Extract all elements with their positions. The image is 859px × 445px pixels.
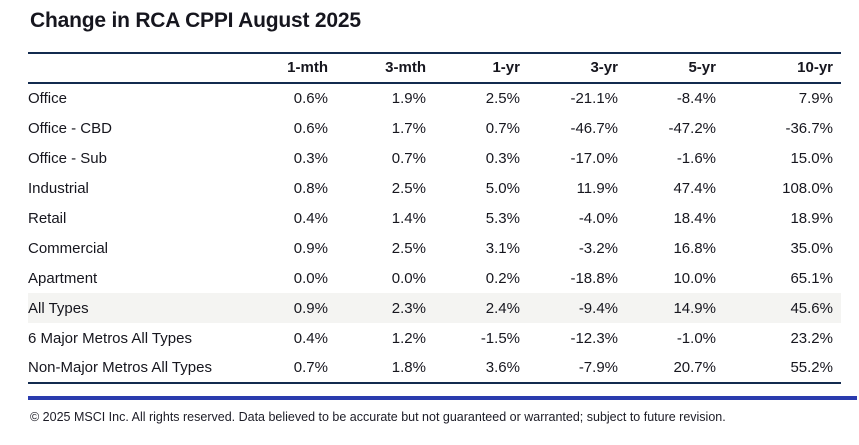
cell-value: 1.4%	[391, 209, 426, 227]
table-row: Office - Sub 0.3% 0.7% 0.3% -17.0% -1.6% 15.0%	[28, 143, 841, 173]
cell-value: 18.4%	[673, 209, 716, 227]
cell-value: -21.1%	[570, 90, 618, 107]
cell-value: 10.0%	[673, 269, 716, 287]
row-label: Non-Major Metros All Types	[28, 359, 212, 376]
table-row: Industrial 0.8% 2.5% 5.0% 11.9% 47.4% 108.0%	[28, 173, 841, 203]
cell-value: 0.7%	[485, 119, 520, 137]
table-row: Office - CBD 0.6% 1.7% 0.7% -46.7% -47.2% -36.…	[28, 113, 841, 143]
cell-value: -36.7%	[785, 119, 833, 137]
footer-disclaimer: © 2025 MSCI Inc. All rights reserved. Da…	[30, 410, 726, 424]
row-label: Office - CBD	[28, 119, 112, 137]
cell-value: 1.9%	[391, 90, 426, 107]
column-header-3-yr: 3-yr	[528, 53, 626, 84]
cell-value: 35.0%	[790, 239, 833, 257]
cell-value: 2.3%	[391, 299, 426, 317]
cell-value: 11.9%	[576, 179, 618, 197]
cell-value: 45.6%	[790, 299, 833, 317]
accent-divider	[28, 396, 857, 400]
row-label: Retail	[28, 209, 67, 227]
cell-value: -17.0%	[570, 149, 618, 167]
column-header-1-mth: 1-mth	[238, 53, 336, 84]
cell-value: 0.2%	[485, 269, 520, 287]
row-label: Industrial	[28, 179, 89, 197]
cell-value: 0.7%	[293, 359, 328, 376]
cell-value: 0.0%	[293, 269, 328, 287]
cell-value: 16.8%	[673, 239, 716, 257]
cell-value: 0.6%	[293, 119, 328, 137]
cell-value: 5.0%	[485, 179, 520, 197]
cell-value: 0.9%	[293, 239, 328, 257]
table-row: Retail 0.4% 1.4% 5.3% -4.0% 18.4% 18.9%	[28, 203, 841, 233]
table-row: Office 0.6% 1.9% 2.5% -21.1% -8.4% 7.9%	[28, 83, 841, 113]
cell-value: 0.7%	[391, 149, 426, 167]
column-header-10-yr: 10-yr	[724, 53, 841, 84]
cell-value: 0.3%	[293, 149, 328, 167]
cell-value: 18.9%	[790, 209, 833, 227]
row-label: Apartment	[28, 269, 98, 287]
cell-value: 2.5%	[391, 239, 426, 257]
cell-value: 0.4%	[293, 329, 328, 347]
cell-value: -46.7%	[570, 119, 618, 137]
page-title: Change in RCA CPPI August 2025	[30, 9, 361, 32]
cell-value: -1.6%	[676, 149, 716, 167]
cell-value: -47.2%	[668, 119, 716, 137]
cell-value: 55.2%	[790, 359, 833, 376]
cell-value: 14.9%	[673, 299, 716, 317]
row-label: 6 Major Metros All Types	[28, 329, 192, 347]
cell-value: 15.0%	[790, 149, 833, 167]
cell-value: 0.3%	[485, 149, 520, 167]
cell-value: 7.9%	[798, 90, 833, 107]
cell-value: 65.1%	[790, 269, 833, 287]
cell-value: -7.9%	[578, 359, 618, 376]
table-body: Office 0.6% 1.9% 2.5% -21.1% -8.4% 7.9% Office …	[28, 83, 841, 383]
cell-value: 0.9%	[293, 299, 328, 317]
cell-value: 47.4%	[673, 179, 716, 197]
table-row: Commercial 0.9% 2.5% 3.1% -3.2% 16.8% 35.0%	[28, 233, 841, 263]
cell-value: 23.2%	[790, 329, 833, 347]
cell-value: -3.2%	[578, 239, 618, 257]
cell-value: 0.0%	[391, 269, 426, 287]
row-label-column-header	[28, 53, 238, 84]
table-row: Non-Major Metros All Types 0.7% 1.8% 3.6% -7…	[28, 353, 841, 383]
cell-value: -18.8%	[570, 269, 618, 287]
table-row: All Types 0.9% 2.3% 2.4% -9.4% 14.9% 45.6%	[28, 293, 841, 323]
row-label: All Types	[28, 299, 89, 317]
row-label: Commercial	[28, 239, 109, 257]
cell-value: -9.4%	[578, 299, 618, 317]
cell-value: 108.0%	[782, 179, 833, 197]
cell-value: 0.8%	[293, 179, 328, 197]
column-header-3-mth: 3-mth	[336, 53, 434, 84]
column-header-5-yr: 5-yr	[626, 53, 724, 84]
cell-value: 0.6%	[293, 90, 328, 107]
cell-value: -8.4%	[676, 90, 716, 107]
cell-value: 1.7%	[391, 119, 426, 137]
cell-value: 1.2%	[391, 329, 426, 347]
cell-value: -12.3%	[570, 329, 618, 347]
cell-value: -1.0%	[676, 329, 716, 347]
cell-value: 20.7%	[673, 359, 716, 376]
cell-value: -1.5%	[480, 329, 520, 347]
table-row: 6 Major Metros All Types 0.4% 1.2% -1.5% -12…	[28, 323, 841, 353]
cell-value: 3.6%	[485, 359, 520, 376]
column-header-1-yr: 1-yr	[434, 53, 528, 84]
cell-value: 2.5%	[391, 179, 426, 197]
row-label: Office - Sub	[28, 149, 107, 167]
cell-value: 1.8%	[391, 359, 426, 376]
cell-value: 2.5%	[485, 90, 520, 107]
table-row: Apartment 0.0% 0.0% 0.2% -18.8% 10.0% 65.1%	[28, 263, 841, 293]
row-label: Office	[28, 90, 67, 107]
cppi-table: 1-mth 3-mth 1-yr 3-yr 5-yr 10-yr Office 0.6% 1.…	[28, 52, 841, 384]
header-row: 1-mth 3-mth 1-yr 3-yr 5-yr 10-yr	[28, 53, 841, 84]
cell-value: 2.4%	[485, 299, 520, 317]
cell-value: -4.0%	[578, 209, 618, 227]
cell-value: 5.3%	[485, 209, 520, 227]
rca-cppi-report: Change in RCA CPPI August 2025 1-mth 3-mt…	[28, 9, 857, 424]
cell-value: 0.4%	[293, 209, 328, 227]
cell-value: 3.1%	[485, 239, 520, 257]
